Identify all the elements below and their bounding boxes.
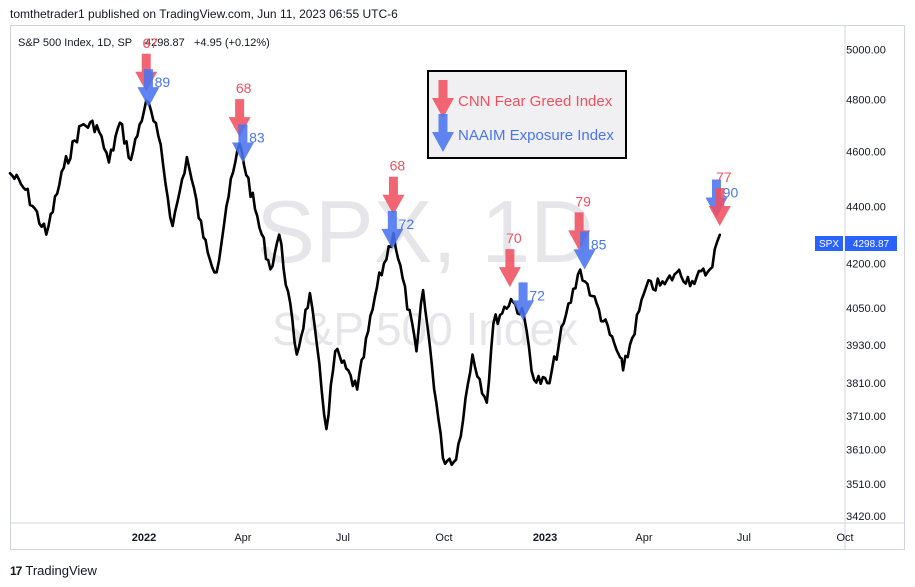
last-value-badge: SPX 4298.87 <box>815 236 897 251</box>
y-tick-label: 3420.00 <box>846 511 886 523</box>
naaim-down-arrow-icon <box>381 210 404 249</box>
naaim-value-label: 72 <box>399 216 415 232</box>
y-tick-label: 3930.00 <box>846 340 886 352</box>
naaim-value-label: 83 <box>249 129 265 145</box>
x-tick-label: Jul <box>336 532 350 544</box>
naaim-down-arrow-icon <box>512 282 535 321</box>
y-tick-label: 4800.00 <box>846 94 886 106</box>
legend-naaim-arrow-icon <box>432 114 454 152</box>
y-tick-label: 3510.00 <box>846 479 886 491</box>
x-tick-label: Oct <box>435 532 452 544</box>
y-tick-label: 3610.00 <box>846 444 886 456</box>
last-value-symbol: SPX <box>819 239 839 250</box>
cnn-value-label: 79 <box>575 193 591 209</box>
chart-frame <box>10 25 905 550</box>
legend-entry-label: CNN Fear Greed Index <box>458 93 613 110</box>
footer: 17 TradingView <box>10 563 97 578</box>
cnn-down-arrow-icon <box>498 249 521 288</box>
series-layer <box>8 99 722 467</box>
y-tick-label: 4200.00 <box>846 258 886 270</box>
watermark-symbol: SPX, 1D <box>256 182 593 281</box>
naaim-down-arrow-icon <box>137 69 160 108</box>
price-line <box>8 99 722 467</box>
y-tick-label: 3710.00 <box>846 411 886 423</box>
y-tick-label: 5000.00 <box>846 44 886 56</box>
last-value-price: 4298.87 <box>853 239 890 250</box>
legend: CNN Fear Greed Index NAAIM Exposure Index <box>427 70 627 159</box>
legend-entry-label: NAAIM Exposure Index <box>458 127 614 144</box>
symbol-name: S&P 500 Index, 1D, SP <box>18 37 132 49</box>
cnn-value-label: 77 <box>716 169 732 185</box>
legend-box <box>427 70 627 159</box>
symbol-price: 4298.87 <box>145 37 185 49</box>
x-tick-label: Apr <box>635 532 652 544</box>
symbol-change: +4.95 (+0.12%) <box>194 37 270 49</box>
naaim-value-label: 72 <box>529 287 545 303</box>
y-tick-label: 3810.00 <box>846 378 886 390</box>
tradingview-logo-icon: 17 <box>10 563 22 578</box>
publisher-line: tomthetrader1 published on TradingView.c… <box>10 7 398 21</box>
cnn-value-label: 70 <box>506 230 522 246</box>
footer-brand[interactable]: TradingView <box>25 563 97 578</box>
naaim-value-label: 90 <box>723 185 739 201</box>
x-tick-label: Jul <box>737 532 751 544</box>
cnn-down-arrow-icon <box>708 188 731 227</box>
cnn-down-arrow-icon <box>382 176 405 215</box>
naaim-down-arrow-icon <box>573 231 596 270</box>
naaim-value-label: 89 <box>155 74 171 90</box>
naaim-value-label: 85 <box>591 236 607 252</box>
price-axis[interactable]: 5000.00 4800.00 4600.00 4400.00 4200.00 4050.… <box>846 44 886 522</box>
x-tick-label: 2023 <box>533 532 557 544</box>
x-tick-label: 2022 <box>132 532 156 544</box>
time-axis[interactable]: 2022 Apr Jul Oct 2023 Apr Jul Oct <box>132 532 854 544</box>
cnn-value-label: 68 <box>390 158 406 174</box>
y-tick-label: 4050.00 <box>846 303 886 315</box>
x-tick-label: Apr <box>234 532 251 544</box>
y-tick-label: 4600.00 <box>846 147 886 159</box>
cnn-value-label: 68 <box>236 80 252 96</box>
x-tick-label: Oct <box>836 532 853 544</box>
cnn-value-label: 67 <box>142 35 158 51</box>
cnn-down-arrow-icon <box>228 99 251 138</box>
legend-cnn-arrow-icon <box>432 80 454 118</box>
cnn-down-arrow-icon <box>568 212 591 251</box>
naaim-down-arrow-icon <box>231 124 254 163</box>
y-tick-label: 4400.00 <box>846 201 886 213</box>
